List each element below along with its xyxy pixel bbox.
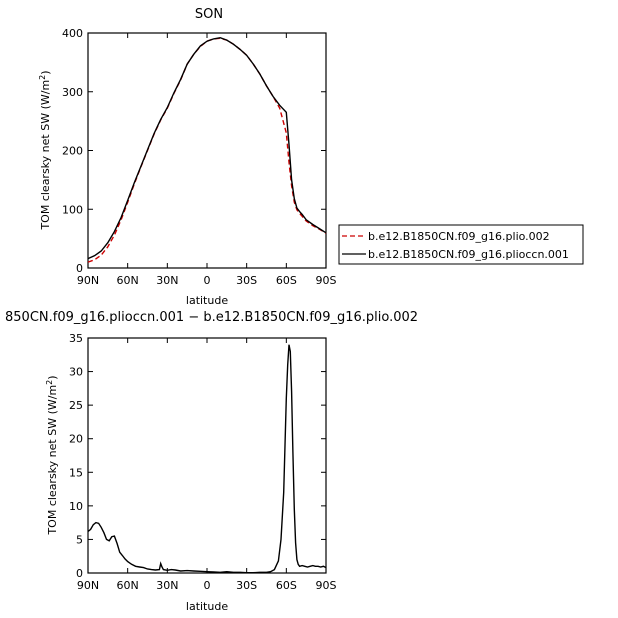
- x-tick-label: 90S: [316, 274, 337, 287]
- series-line-0: [87, 37, 327, 263]
- legend-label-plioccn: b.e12.B1850CN.f09_g16.plioccn.001: [368, 248, 569, 261]
- x-tick-label: 60N: [117, 274, 139, 287]
- x-tick-label: 90S: [316, 579, 337, 592]
- x-tick-label: 30S: [236, 274, 257, 287]
- x-tick-label: 30N: [156, 274, 178, 287]
- bottom-y-ticks: 0 5 10 15 20 25 30 35: [69, 332, 326, 580]
- bottom-x-ticks: 90N 60N 30N 0 30S 60S 90S: [77, 338, 337, 592]
- top-y-axis-label: TOM clearsky net SW (W/m2): [38, 70, 53, 230]
- x-tick-label: 60S: [276, 579, 297, 592]
- x-tick-label: 30S: [236, 579, 257, 592]
- top-x-ticks: 90N 60N 30N 0 30S 60S 90S: [77, 33, 337, 287]
- bottom-x-axis-label: latitude: [186, 600, 228, 613]
- x-tick-label: 60N: [117, 579, 139, 592]
- legend-label-plio: b.e12.B1850CN.f09_g16.plio.002: [368, 230, 550, 243]
- series-line-1: [87, 36, 327, 260]
- y-tick-label: 200: [62, 145, 83, 158]
- y-tick-label: 400: [62, 27, 83, 40]
- bottom-y-axis-label: TOM clearsky net SW (W/m2): [45, 375, 60, 535]
- x-tick-label: 90N: [77, 579, 99, 592]
- top-series-lines: [87, 36, 327, 263]
- legend: b.e12.B1850CN.f09_g16.plio.002 b.e12.B18…: [338, 224, 584, 265]
- y-tick-label: 25: [69, 399, 83, 412]
- top-plot-frame: [87, 32, 327, 269]
- x-tick-label: 90N: [77, 274, 99, 287]
- top-chart-title: SON: [195, 7, 223, 22]
- y-tick-label: 30: [69, 366, 83, 379]
- x-tick-label: 30N: [156, 579, 178, 592]
- bottom-plot-frame: [87, 337, 327, 574]
- y-tick-label: 100: [62, 203, 83, 216]
- y-tick-label: 0: [76, 567, 83, 580]
- x-tick-label: 60S: [276, 274, 297, 287]
- y-tick-label: 5: [76, 533, 83, 546]
- y-tick-label: 0: [76, 262, 83, 275]
- y-tick-label: 10: [69, 500, 83, 513]
- y-tick-label: 20: [69, 433, 83, 446]
- bottom-series-lines: [87, 344, 327, 574]
- top-chart: SON 0 100 200 300 400 90N 60N 30N 0 30S 60S 90S la…: [38, 7, 337, 307]
- top-x-axis-label: latitude: [186, 294, 228, 307]
- x-tick-label: 0: [204, 579, 211, 592]
- bottom-chart-title: 850CN.f09_g16.plioccn.001 − b.e12.B1850C…: [5, 310, 418, 325]
- legend-box: [338, 224, 584, 265]
- series-line-0: [87, 344, 327, 574]
- bottom-chart: 850CN.f09_g16.plioccn.001 − b.e12.B1850C…: [5, 310, 418, 613]
- x-tick-label: 0: [204, 274, 211, 287]
- y-tick-label: 15: [69, 466, 83, 479]
- y-tick-label: 300: [62, 86, 83, 99]
- top-y-ticks: 0 100 200 300 400: [62, 27, 326, 275]
- y-tick-label: 35: [69, 332, 83, 345]
